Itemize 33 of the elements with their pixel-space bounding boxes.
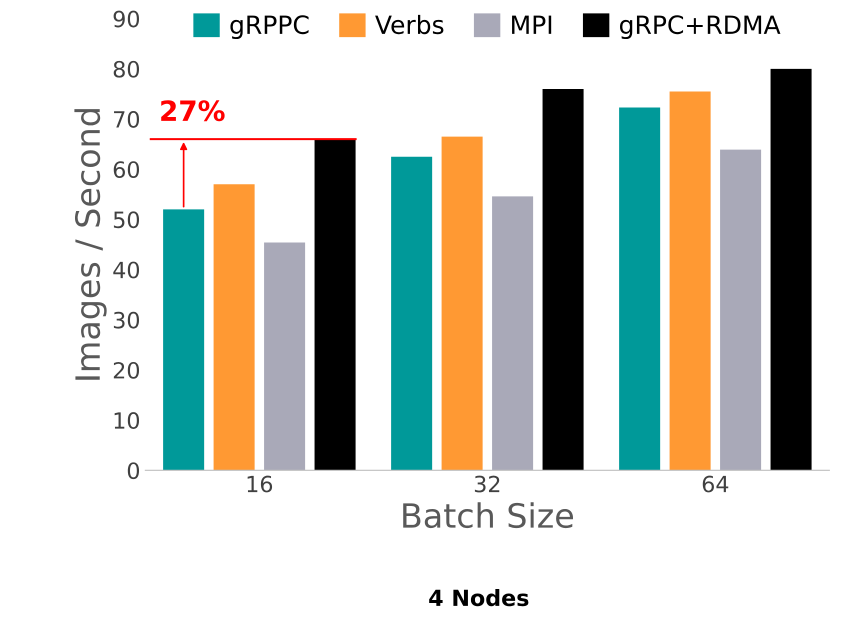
bar — [542, 88, 584, 470]
y-axis-title: Images / Second — [74, 109, 107, 380]
x-tick-label: 32 — [474, 476, 500, 492]
y-tick-label: 30 — [114, 312, 140, 329]
legend-label: gRPC+RDMA — [620, 15, 780, 40]
y-tick-label: 10 — [114, 412, 140, 429]
bar — [492, 196, 534, 470]
bar — [163, 209, 204, 470]
x-tick-label: 16 — [248, 476, 272, 492]
x-tick-label: 64 — [702, 476, 728, 492]
x-axis-title: Batch Size — [403, 502, 573, 528]
text: 4 Nodes — [429, 589, 528, 606]
legend-label: Verbs — [375, 14, 444, 34]
annotation: 27% — [161, 100, 225, 122]
bar — [619, 108, 660, 470]
bar — [264, 242, 306, 470]
bar — [442, 136, 483, 470]
bar — [214, 184, 255, 470]
y-tick-label: 60 — [114, 161, 140, 178]
bar — [314, 139, 356, 470]
y-tick-label: 90 — [114, 10, 140, 28]
bar — [670, 91, 711, 470]
y-tick-label: 40 — [113, 262, 140, 278]
bar — [720, 150, 762, 470]
y-tick-label: 20 — [114, 362, 140, 379]
bar — [770, 68, 812, 470]
legend-label: gRPPC — [230, 15, 309, 40]
bar — [391, 156, 432, 470]
legend-label: MPI — [512, 16, 552, 34]
y-tick-label: 80 — [114, 60, 140, 78]
y-tick-label: 70 — [114, 111, 140, 128]
y-tick-label: 0 — [128, 462, 140, 480]
y-tick-label: 50 — [114, 211, 140, 228]
